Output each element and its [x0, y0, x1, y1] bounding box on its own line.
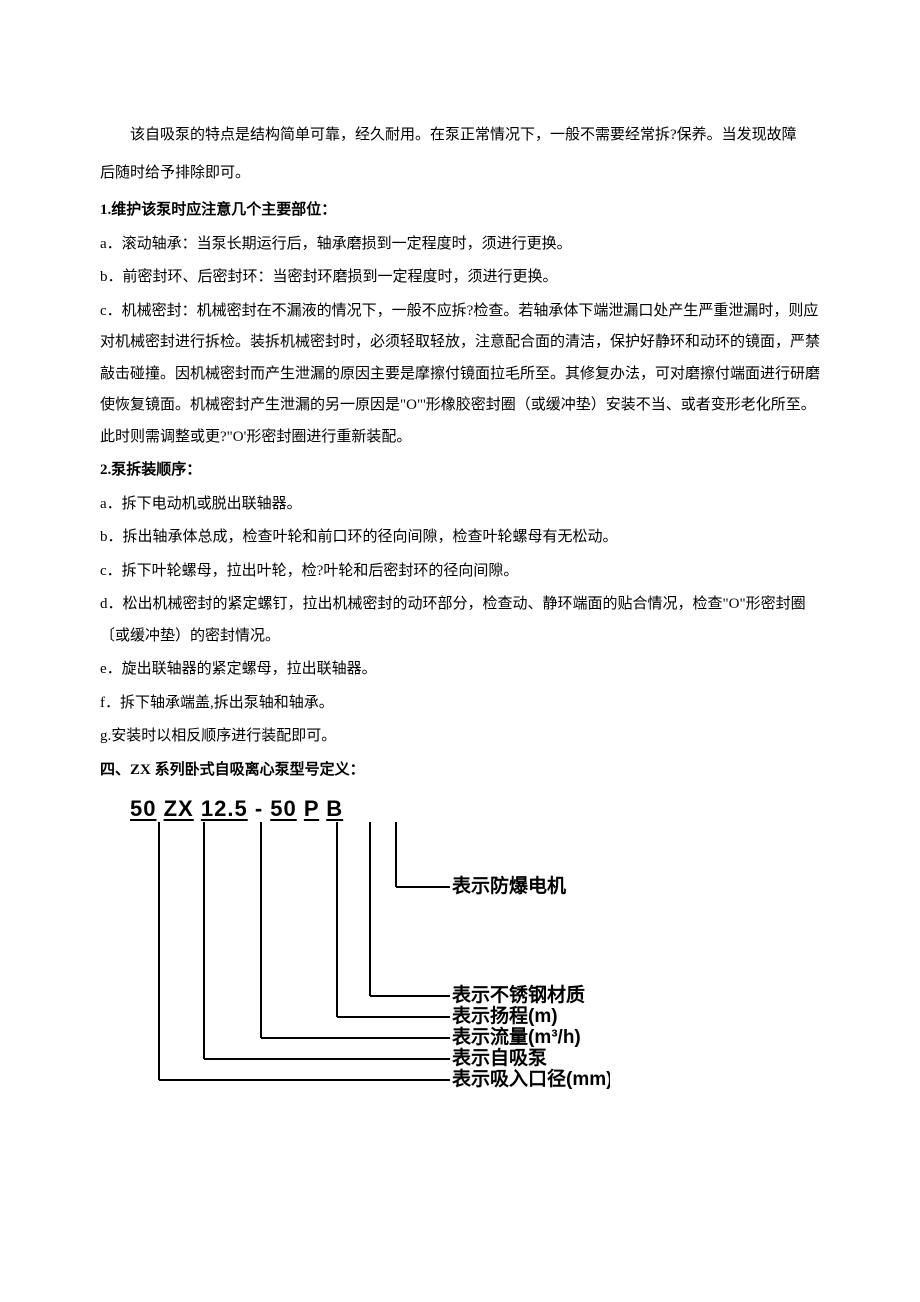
diagram-label: 表示防爆电机 [452, 874, 566, 897]
model-part-material: P [304, 796, 319, 821]
s2-item-g: g.安装时以相反顺序进行装配即可。 [100, 721, 820, 753]
model-diagram: 50 ZX 12.5 - 50 P B 表示吸入口径(mm)表示自吸泵表示流量(… [130, 796, 820, 1092]
section2-heading: 2.泵拆装顺序： [100, 455, 820, 487]
s2-item-a: a．拆下电动机或脱出联轴器。 [100, 489, 820, 521]
model-part-dash: - [255, 796, 263, 821]
s2-item-d: d．松出机械密封的紧定螺钉，拉出机械密封的动环部分，检查动、静环端面的贴合情况，… [100, 589, 820, 652]
diagram-label: 表示流量(m³/h) [452, 1025, 581, 1048]
model-part-flow: 12.5 [201, 796, 248, 821]
model-code-line: 50 ZX 12.5 - 50 P B [130, 796, 820, 822]
model-part-type: ZX [164, 796, 194, 821]
diagram-label: 表示扬程(m) [452, 1004, 558, 1027]
s2-item-b: b．拆出轴承体总成，检查叶轮和前口环的径向间隙，检查叶轮螺母有无松动。 [100, 522, 820, 554]
s1-item-c: c．机械密封：机械密封在不漏液的情况下，一般不应拆?检查。若轴承体下端泄漏口处产… [100, 296, 820, 454]
intro-paragraph-line1: 该自吸泵的特点是结构简单可靠，经久耐用。在泵正常情况下，一般不需要经常拆?保养。… [100, 120, 820, 152]
s1-item-b: b．前密封环、后密封环：当密封环磨损到一定程度时，须进行更换。 [100, 262, 820, 294]
diagram-label: 表示不锈钢材质 [452, 983, 585, 1006]
model-part-caliber: 50 [130, 796, 156, 821]
diagram-label: 表示自吸泵 [452, 1046, 547, 1069]
intro-paragraph-line2: 后随时给予排除即可。 [100, 158, 820, 190]
diagram-label: 表示吸入口径(mm) [452, 1067, 610, 1090]
s1-item-a: a．滚动轴承：当泵长期运行后，轴承磨损到一定程度时，须进行更换。 [100, 229, 820, 261]
section4-heading: 四、ZX 系列卧式自吸离心泵型号定义： [100, 755, 820, 787]
s2-item-c: c．拆下叶轮螺母，拉出叶轮，检?叶轮和后密封环的径向间隙。 [100, 556, 820, 588]
model-part-head: 50 [270, 796, 296, 821]
s2-item-f: f．拆下轴承端盖,拆出泵轴和轴承。 [100, 688, 820, 720]
s2-item-e: e．旋出联轴器的紧定螺母，拉出联轴器。 [100, 654, 820, 686]
section1-heading: 1.维护该泵时应注意几个主要部位： [100, 195, 820, 227]
model-bracket-svg: 表示吸入口径(mm)表示自吸泵表示流量(m³/h)表示扬程(m)表示不锈钢材质表… [130, 822, 610, 1092]
model-part-explosion: B [326, 796, 343, 821]
